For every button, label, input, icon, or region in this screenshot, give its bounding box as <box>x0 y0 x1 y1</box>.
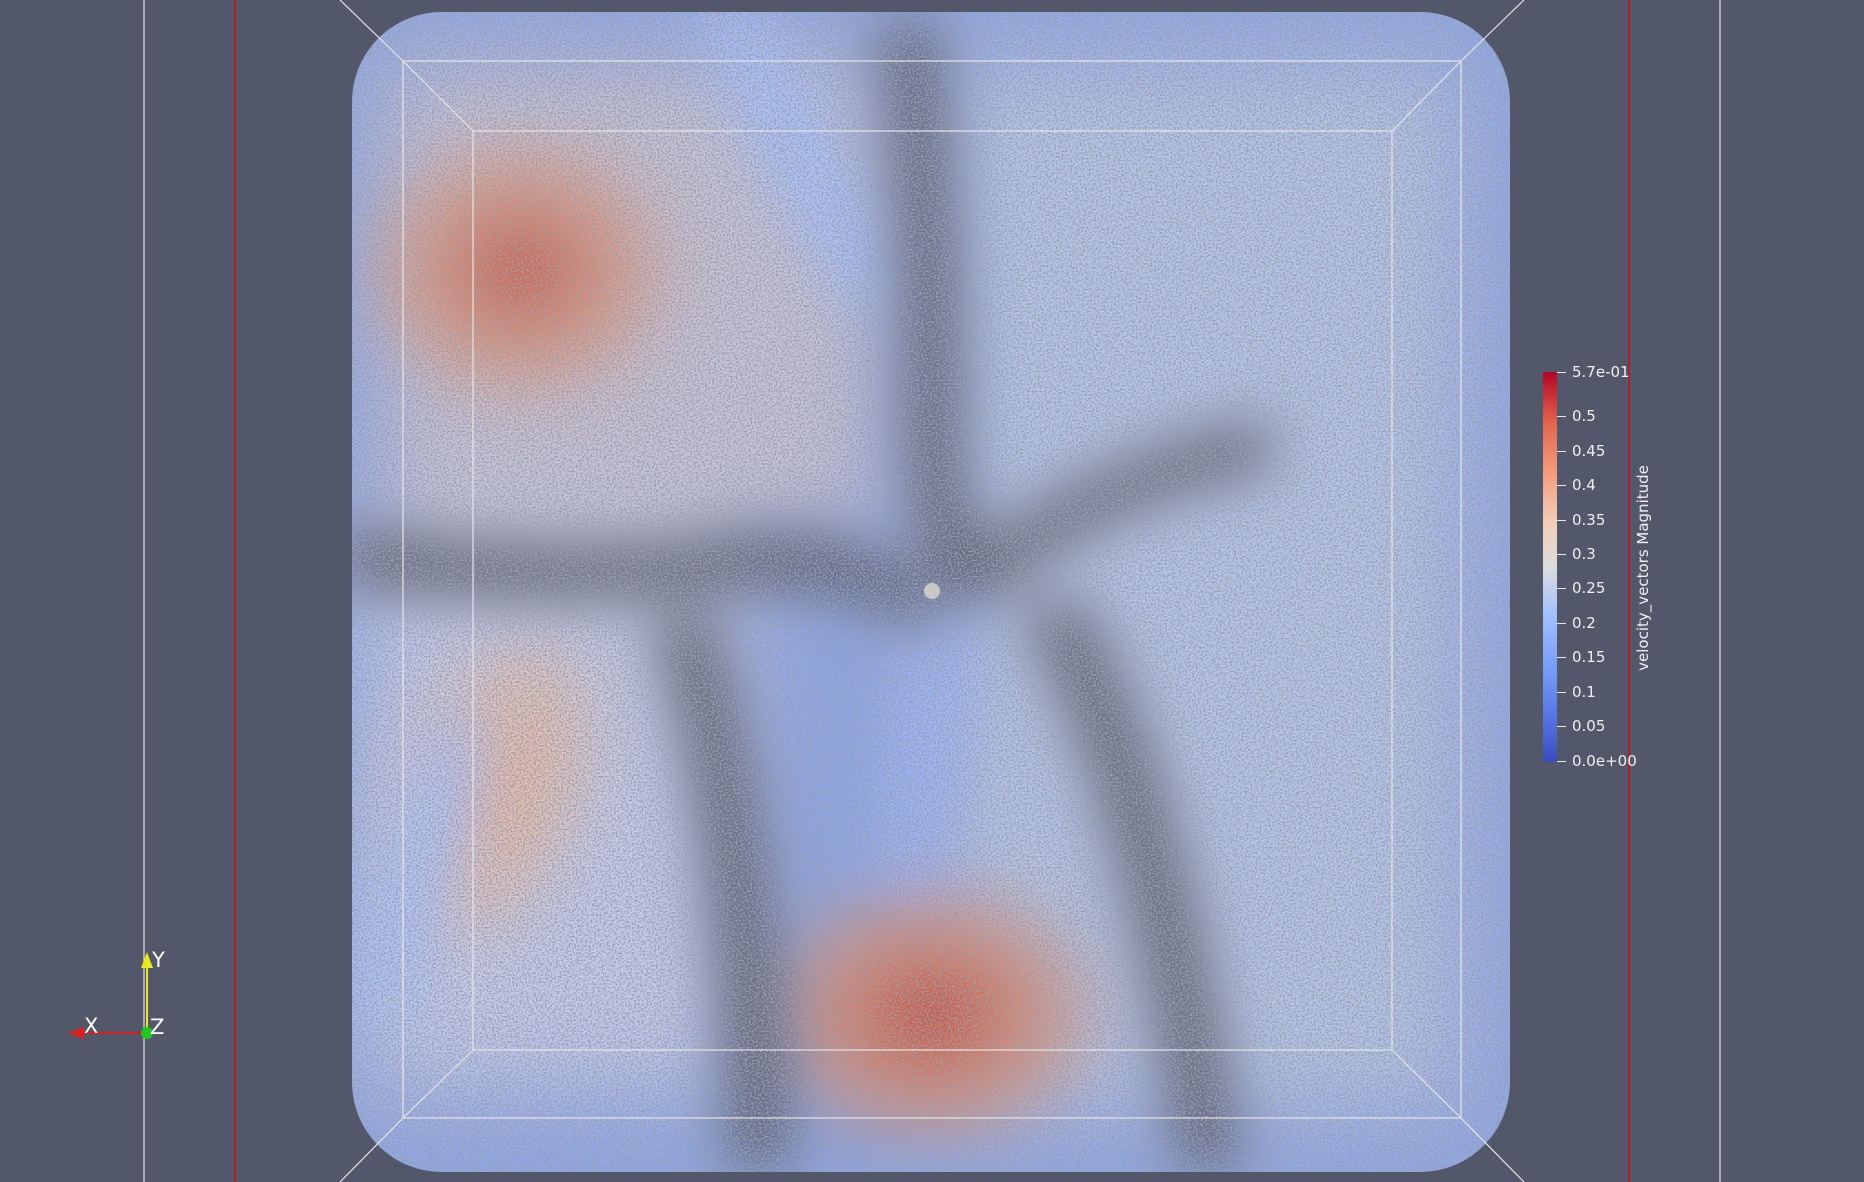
outline-box <box>339 0 1525 1182</box>
center-of-rotation-icon <box>924 583 940 599</box>
colorbar-tick <box>1557 726 1566 727</box>
colorbar-tick <box>1557 372 1566 373</box>
colorbar-tick-label: 0.45 <box>1572 442 1606 460</box>
colorbar-tick <box>1557 692 1566 693</box>
colorbar-tick-label: 0.1 <box>1572 683 1596 701</box>
orientation-axes-icon[interactable] <box>68 952 153 1039</box>
colorbar-tick <box>1557 623 1566 624</box>
colorbar-tick-label: 0.2 <box>1572 614 1596 632</box>
colorbar-tick <box>1557 485 1566 486</box>
colorbar-tick <box>1557 451 1566 452</box>
colorbar-tick-label: 0.3 <box>1572 545 1596 563</box>
colorbar-title: velocity_vectors Magnitude <box>1634 465 1652 671</box>
colorbar-min-label: 0.0e+00 <box>1572 752 1637 770</box>
colorbar-tick-label: 0.25 <box>1572 579 1606 597</box>
colorbar-tick <box>1557 588 1566 589</box>
axis-label-x: X <box>84 1014 99 1038</box>
axis-label-z: Z <box>150 1015 165 1039</box>
particle-cloud <box>352 12 1510 1172</box>
colorbar-tick <box>1557 657 1566 658</box>
colorbar-tick-label: 0.15 <box>1572 648 1606 666</box>
colorbar-tick <box>1557 554 1566 555</box>
colorbar-tick-label: 0.35 <box>1572 511 1606 529</box>
colorbar-max-label: 5.7e-01 <box>1572 363 1630 381</box>
colorbar-tick-label: 0.05 <box>1572 717 1606 735</box>
colorbar-gradient <box>1543 372 1557 762</box>
colorbar-tick-label: 0.5 <box>1572 407 1596 425</box>
colorbar-tick-label: 0.4 <box>1572 476 1596 494</box>
colorbar-tick <box>1557 761 1566 762</box>
axis-label-y: Y <box>152 948 165 972</box>
colorbar-tick <box>1557 416 1566 417</box>
colorbar-tick <box>1557 520 1566 521</box>
